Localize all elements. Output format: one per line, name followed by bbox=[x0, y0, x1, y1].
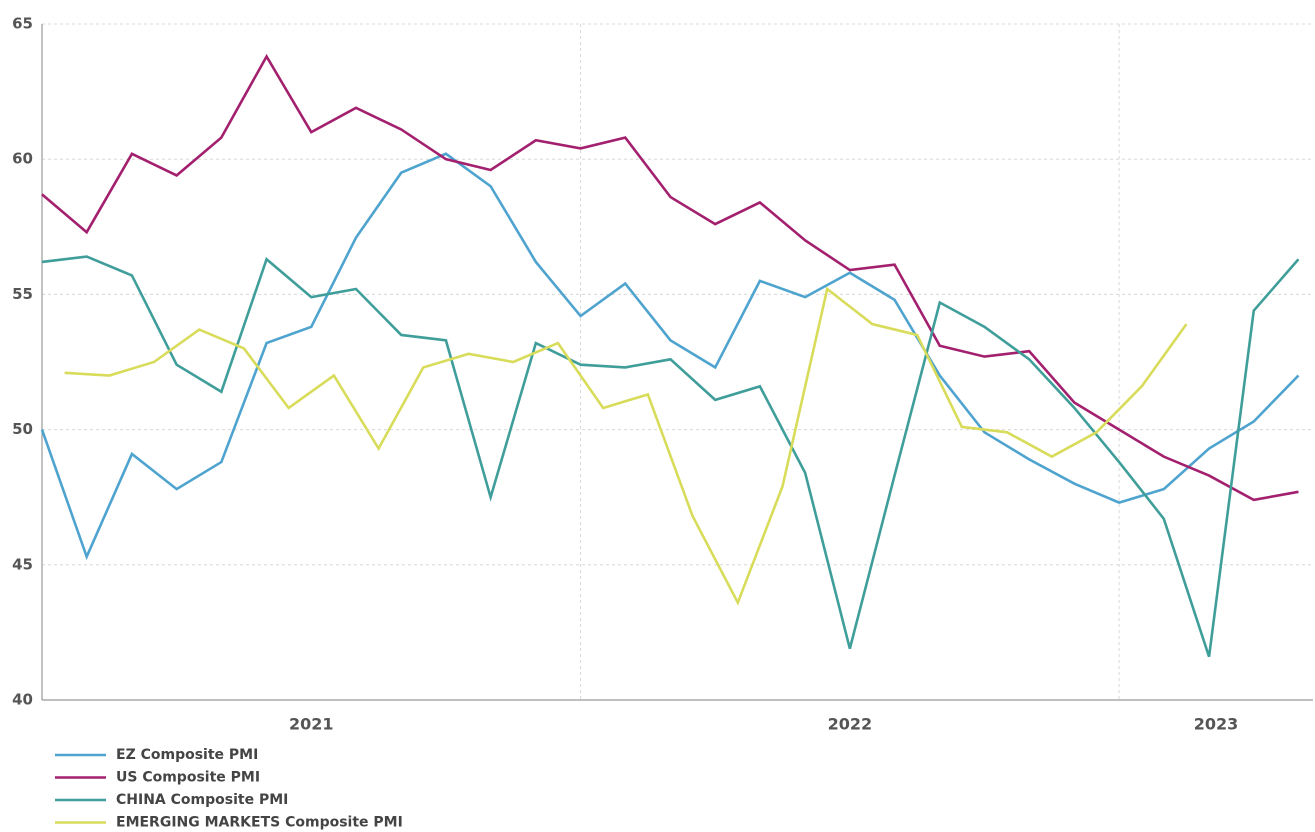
line-series bbox=[64, 286, 1188, 606]
x-tick-label: 2022 bbox=[828, 715, 873, 734]
x-tick-label: 2021 bbox=[289, 715, 334, 734]
y-tick-label: 60 bbox=[12, 150, 33, 168]
legend-label: EMERGING MARKETS Composite PMI bbox=[116, 815, 403, 831]
y-tick-label: 45 bbox=[12, 555, 33, 573]
line-series bbox=[40, 152, 1300, 561]
legend-label: US Composite PMI bbox=[116, 770, 260, 786]
y-tick-label: 55 bbox=[12, 285, 33, 303]
y-tick-label: 40 bbox=[12, 691, 33, 709]
y-tick-label: 65 bbox=[12, 15, 33, 33]
line-series bbox=[41, 255, 1300, 658]
legend-label: CHINA Composite PMI bbox=[116, 792, 288, 808]
legend-label: EZ Composite PMI bbox=[116, 747, 258, 763]
y-tick-label: 50 bbox=[12, 420, 33, 438]
x-tick-label: 2023 bbox=[1194, 715, 1239, 734]
line-series bbox=[41, 53, 1299, 502]
